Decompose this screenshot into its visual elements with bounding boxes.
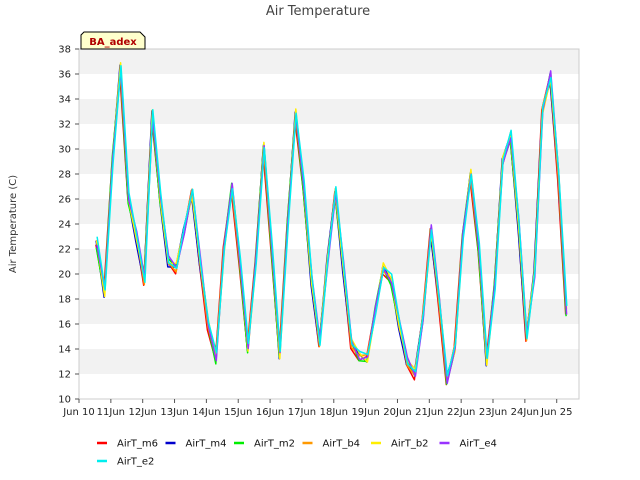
grid-band — [79, 324, 579, 349]
legend-label: AirT_e2 — [117, 457, 154, 468]
grid-band — [79, 274, 579, 299]
grid-band — [79, 149, 579, 174]
legend-label: AirT_b4 — [323, 439, 361, 450]
x-tick-label: 15Jun — [224, 407, 252, 418]
series-line-airt-e2 — [96, 64, 568, 377]
x-tick-label: Jun 10 — [62, 407, 95, 418]
x-tick-label: 12Jun — [129, 407, 157, 418]
x-tick-label: 18Jun — [320, 407, 348, 418]
legend-label: AirT_m2 — [254, 439, 295, 450]
legend-label: AirT_e4 — [460, 439, 497, 450]
grid-band — [79, 99, 579, 124]
y-tick-label: 16 — [58, 320, 71, 331]
chart-title: Air Temperature — [266, 4, 370, 19]
legend: AirT_m6 AirT_m4 AirT_m2 AirT_b4 AirT_b2 AirT_… — [97, 439, 497, 468]
x-tick-label: 23Jun — [479, 407, 507, 418]
legend-label: AirT_b2 — [391, 439, 429, 450]
y-tick-label: 32 — [58, 120, 71, 131]
x-tick-label: 13Jun — [160, 407, 188, 418]
x-tick-label: 19Jun — [351, 407, 379, 418]
grid-band — [79, 374, 579, 399]
x-tick-label: 17Jun — [288, 407, 316, 418]
grid-band — [79, 349, 579, 374]
grid-band — [79, 124, 579, 149]
y-tick-label: 36 — [58, 70, 71, 81]
y-axis-label: Air Temperature (C) — [8, 175, 19, 273]
grid-band — [79, 199, 579, 224]
site-badge: BA_adex — [80, 31, 146, 50]
x-tick-label: 24Jun — [511, 407, 539, 418]
x-tick-label: 20Jun — [383, 407, 411, 418]
y-tick-label: 20 — [58, 270, 71, 281]
grid-band — [79, 49, 579, 74]
badge-box — [80, 31, 146, 50]
y-tick-label: 10 — [58, 395, 71, 406]
x-tick-label: 16Jun — [256, 407, 284, 418]
legend-label: AirT_m6 — [117, 439, 158, 450]
x-tick-label: 22Jun — [447, 407, 475, 418]
grid-band — [79, 74, 579, 99]
y-tick-label: 30 — [58, 145, 71, 156]
y-tick-label: 26 — [58, 195, 71, 206]
x-tick-label: 14Jun — [192, 407, 220, 418]
series-layer — [95, 62, 568, 386]
y-tick-label: 34 — [58, 95, 71, 106]
y-tick-label: 12 — [58, 370, 71, 381]
x-tick-label: Jun 25 — [540, 407, 573, 418]
y-axis: 10 12 14 16 18 20 22 24 26 28 30 32 34 36 38 — [58, 45, 79, 406]
legend-label: AirT_m4 — [186, 439, 227, 450]
y-tick-label: 24 — [58, 220, 71, 231]
grid-band — [79, 299, 579, 324]
y-tick-label: 14 — [58, 345, 71, 356]
grid-bands — [79, 49, 579, 399]
x-tick-label: 11Jun — [97, 407, 125, 418]
x-axis: Jun 10 11Jun 12Jun 13Jun 14Jun 15Jun 16Jun 17Ju… — [62, 399, 572, 418]
x-tick-label: 21Jun — [415, 407, 443, 418]
y-tick-label: 22 — [58, 245, 71, 256]
grid-band — [79, 174, 579, 199]
badge-label: BA_adex — [89, 37, 137, 48]
y-tick-label: 18 — [58, 295, 71, 306]
y-tick-label: 28 — [58, 170, 71, 181]
y-tick-label: 38 — [58, 45, 71, 56]
